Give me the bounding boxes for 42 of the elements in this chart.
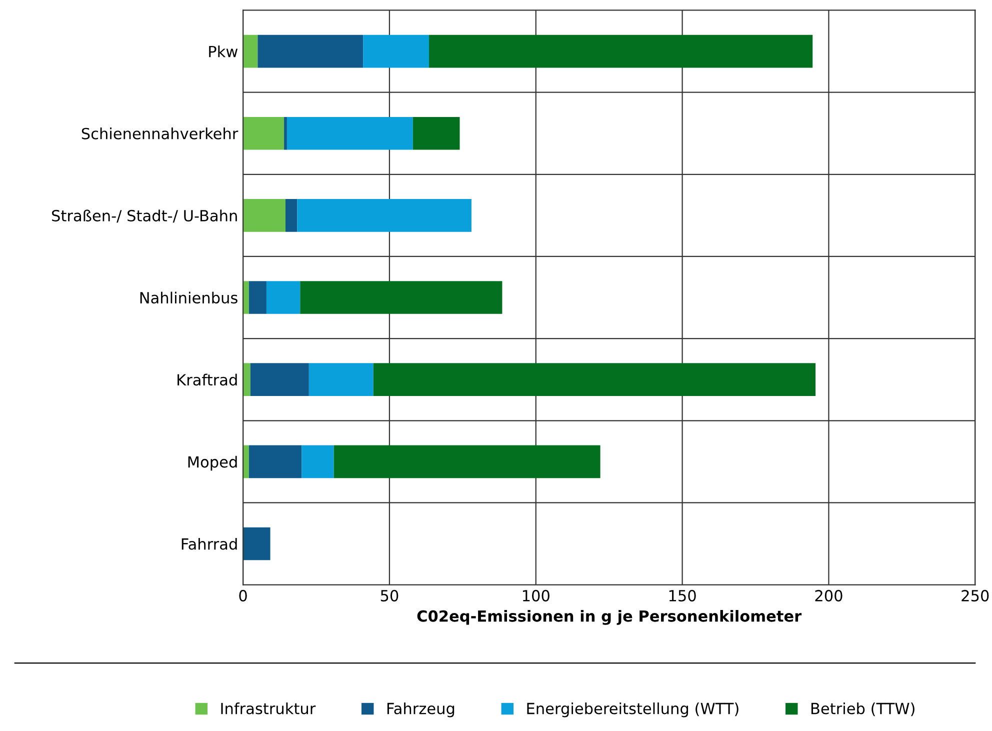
bar — [248, 445, 302, 478]
bar — [428, 34, 813, 68]
bar — [334, 445, 600, 478]
x-tick-label: 200 — [815, 590, 842, 602]
bar — [300, 281, 502, 314]
y-tick-label: Nahlinienbus — [140, 292, 238, 304]
bar — [243, 34, 258, 68]
bar — [248, 281, 266, 314]
bar — [243, 363, 250, 396]
bar — [250, 363, 309, 396]
legend-label: Betrieb (TTW) — [811, 702, 914, 716]
y-tick-label: Pkw — [209, 45, 238, 58]
bar — [243, 445, 249, 478]
bar — [363, 34, 429, 68]
x-tick-label: 0 — [239, 590, 247, 602]
x-tick-label: 250 — [962, 590, 989, 602]
x-tick-label: 100 — [522, 590, 550, 602]
bar — [373, 363, 816, 396]
legend-label: Energiebereitstellung (WTT) — [527, 702, 738, 718]
bar — [284, 116, 287, 150]
bar — [258, 34, 364, 68]
bar — [243, 116, 284, 150]
y-tick-label: Schienennahverkehr — [82, 128, 238, 140]
y-tick-label: Moped — [188, 456, 237, 471]
bar — [243, 527, 270, 560]
bar — [412, 116, 460, 150]
bar — [286, 116, 413, 150]
y-tick-label: Fahrrad — [182, 538, 237, 550]
bar — [243, 199, 286, 232]
legend-label: Infrastruktur — [221, 702, 316, 714]
x-tick-label: 150 — [669, 590, 696, 602]
x-axis-title: C02eq-Emissionen in g je Personenkilometer — [417, 610, 802, 625]
y-tick-label: Kraftrad — [178, 374, 237, 386]
bar — [243, 281, 249, 314]
x-tick-label: 50 — [380, 590, 398, 602]
bar — [297, 199, 472, 232]
legend-label: Fahrzeug — [387, 702, 454, 718]
bar — [302, 445, 334, 478]
bar — [266, 281, 300, 314]
y-tick-label: Straßen-/ Stadt-/ U-Bahn — [52, 210, 237, 223]
bar — [308, 363, 374, 396]
bar — [286, 199, 298, 232]
